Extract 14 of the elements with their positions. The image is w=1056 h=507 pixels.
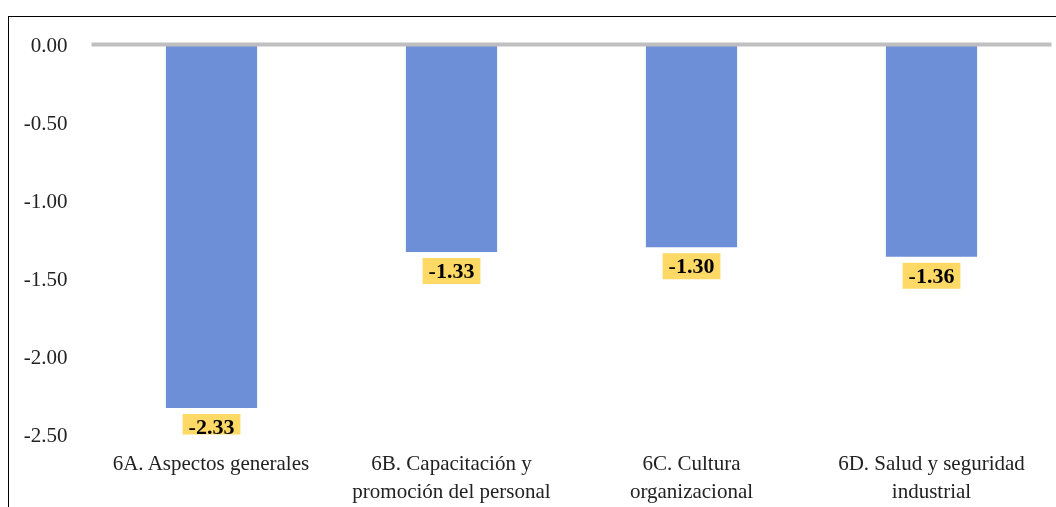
y-tick-label: -1.50 [23, 266, 68, 291]
x-tick-label: 6B. Capacitación y promoción del personal [352, 450, 551, 504]
x-tick-label: 6C. Cultura organizacional [629, 450, 754, 504]
y-tick-label: -1.00 [23, 188, 68, 213]
data-label: -1.36 [908, 262, 955, 288]
y-tick-label: -2.00 [23, 344, 68, 369]
x-tick-label: 6A. Aspectos generales [112, 450, 310, 475]
data-label: -2.33 [188, 413, 235, 439]
y-tick-label: -2.50 [23, 422, 68, 447]
data-label: -1.33 [428, 257, 475, 283]
x-tick-label: 6D. Salud y seguridad industrial [838, 450, 1026, 504]
y-tick-label: -0.50 [23, 110, 68, 135]
y-tick-label: 0.00 [30, 32, 68, 57]
data-label: -1.30 [668, 253, 715, 279]
